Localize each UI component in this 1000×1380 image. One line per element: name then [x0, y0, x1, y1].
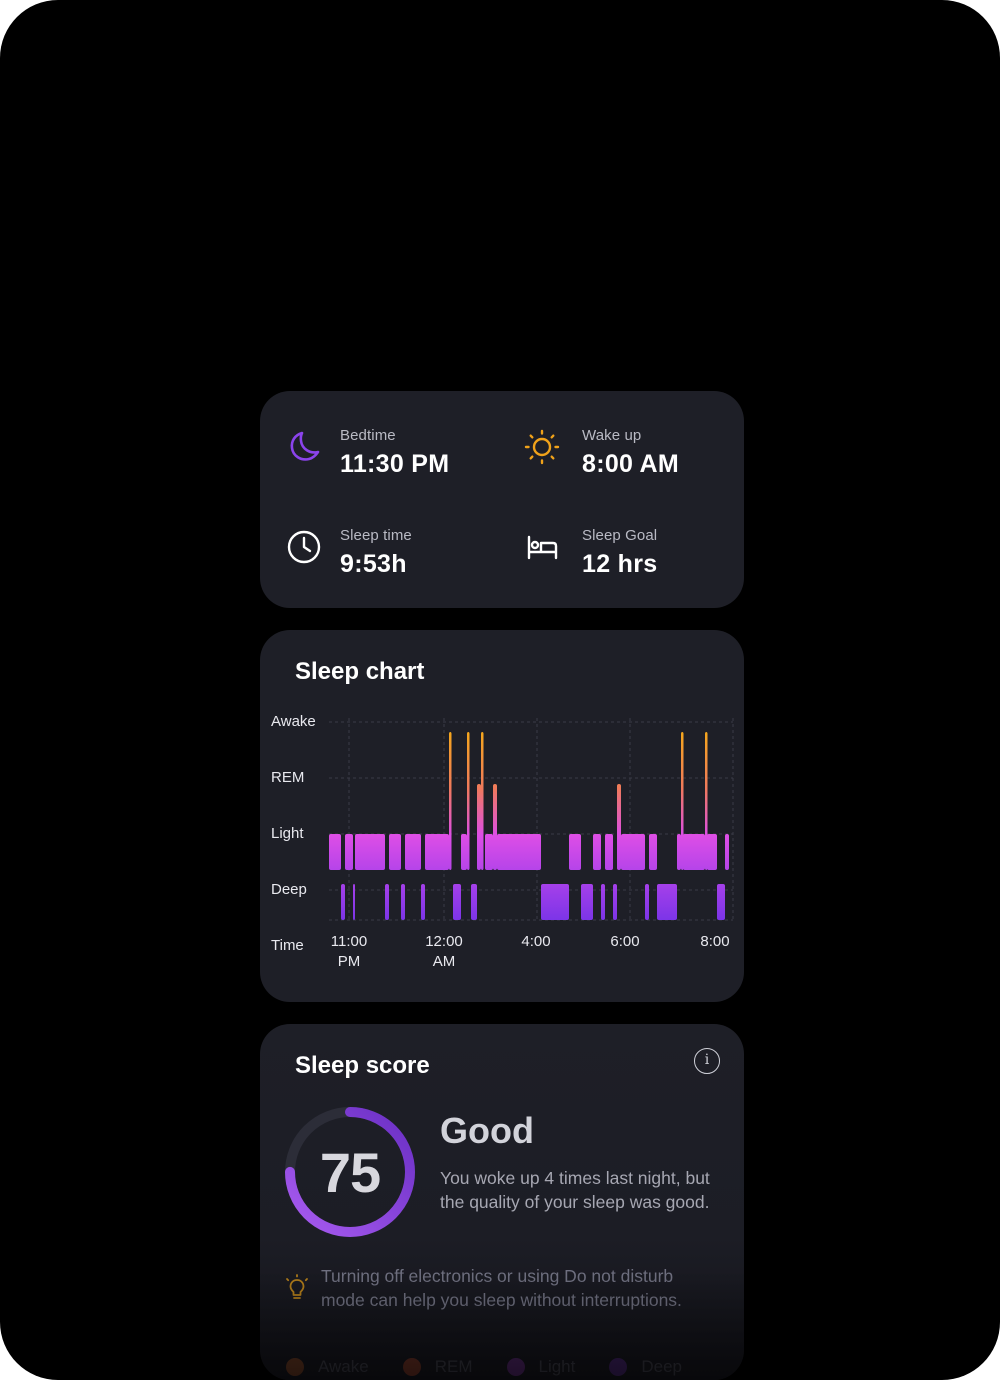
sleep-stage-bar-light [405, 834, 421, 870]
legend-rem: REM [402, 1357, 473, 1377]
sleep-stage-bar-light [725, 834, 729, 870]
sleep-stage-bar-light [677, 834, 681, 870]
bedtime-label: Bedtime [340, 427, 396, 444]
sleep-time-label: Sleep time [340, 527, 412, 544]
sleep-stage-chart [329, 718, 734, 921]
sleep-stage-bar-deep [601, 884, 605, 920]
sleep-stage-bar-awake [449, 732, 452, 870]
sleep-stage-bar-deep [645, 884, 649, 920]
sleep-stage-bar-light [621, 834, 645, 870]
legend-light: Light [506, 1357, 575, 1377]
sleep-goal-stat: Sleep Goal 12 hrs [524, 527, 657, 578]
sleep-stage-bar-deep [613, 884, 617, 920]
moon-icon [286, 429, 322, 465]
y-label-rem: REM [271, 769, 305, 786]
info-icon[interactable]: i [694, 1048, 720, 1074]
sleep-stage-bar-light [425, 834, 449, 870]
sleep-stage-bar-deep [471, 884, 477, 920]
sleep-stage-bar-light [389, 834, 401, 870]
sleep-stage-bar-deep [581, 884, 593, 920]
sleep-stage-bar-light [461, 834, 467, 870]
lightbulb-icon [286, 1274, 308, 1299]
sleep-score-title: Sleep score [295, 1052, 430, 1079]
y-label-awake: Awake [271, 713, 316, 730]
sleep-chart-card: Sleep chart Awake REM Light Deep Time 11… [260, 630, 744, 1002]
bedtime-value: 11:30 PM [340, 450, 450, 478]
x-label-6: 6:00 [610, 933, 640, 950]
sleep-stage-bar-deep [717, 884, 725, 920]
legend-deep: Deep [609, 1357, 682, 1377]
sleep-stage-bar-awake [481, 732, 484, 870]
sleep-stage-bar-deep [385, 884, 389, 920]
sleep-stage-bar-light [683, 834, 705, 870]
x-label-11pm: 11:00 PM [330, 933, 368, 970]
sleep-stage-bar-rem [493, 784, 497, 870]
sleep-stage-bar-rem [477, 784, 481, 870]
sleep-stage-bar-light [329, 834, 341, 870]
sleep-stage-bar-deep [353, 884, 355, 920]
x-label-4: 4:00 [521, 933, 551, 950]
score-description: You woke up 4 times last night, but the … [440, 1168, 710, 1212]
sleep-stage-bar-light [345, 834, 353, 870]
sleep-summary-card: Bedtime 11:30 PM Wake up 8:00 AM [260, 391, 744, 608]
sleep-stage-bar-awake [681, 732, 684, 870]
sleep-stage-bar-light [569, 834, 581, 870]
score-ring [285, 1107, 415, 1237]
sleep-stage-bar-light [593, 834, 601, 870]
sleep-stage-bar-awake [705, 732, 708, 870]
sleep-stage-bar-light [605, 834, 613, 870]
wakeup-label: Wake up [582, 427, 642, 444]
sleep-stage-bar-deep [341, 884, 345, 920]
sleep-stage-bar-rem [617, 784, 621, 870]
x-label-12am: 12:00 AM [425, 933, 463, 970]
sleep-chart-title: Sleep chart [295, 658, 425, 685]
sleep-tip: Turning off electronics or using Do not … [321, 1266, 682, 1310]
sleep-time-stat: Sleep time 9:53h [286, 527, 412, 578]
legend-awake: Awake [286, 1357, 369, 1377]
sleep-stage-bar-deep [421, 884, 425, 920]
sleep-stage-bar-light [485, 834, 493, 870]
y-label-light: Light [271, 825, 304, 842]
wakeup-stat: Wake up 8:00 AM [524, 427, 679, 478]
wakeup-value: 8:00 AM [582, 450, 680, 478]
sleep-score-card: Sleep score i 75 Good You woke up 4 time… [260, 1024, 744, 1380]
sleep-stage-bar-light [497, 834, 541, 870]
sleep-stage-bar-deep [657, 884, 677, 920]
y-label-deep: Deep [271, 881, 307, 898]
x-label-8: 8:00 [700, 933, 730, 950]
sun-icon [524, 429, 560, 465]
sleep-goal-label: Sleep Goal [582, 527, 658, 544]
sleep-stage-bar-light [355, 834, 385, 870]
y-label-time: Time [271, 937, 304, 954]
sleep-stage-bar-light [649, 834, 657, 870]
bedtime-stat: Bedtime 11:30 PM [286, 427, 449, 478]
score-rating: Good [440, 1110, 534, 1151]
bed-icon [524, 529, 560, 565]
sleep-stage-bar-awake [467, 732, 470, 870]
sleep-time-value: 9:53h [340, 550, 407, 578]
sleep-stage-bar-deep [541, 884, 569, 920]
sleep-goal-value: 12 hrs [582, 550, 658, 578]
sleep-stage-bar-deep [453, 884, 461, 920]
stage-legend: Awake REM Light Deep [286, 1357, 716, 1377]
clock-icon [286, 529, 322, 565]
sleep-stage-bar-deep [401, 884, 405, 920]
sleep-stage-bar-light [707, 834, 717, 870]
score-value: 75 [319, 1140, 381, 1204]
